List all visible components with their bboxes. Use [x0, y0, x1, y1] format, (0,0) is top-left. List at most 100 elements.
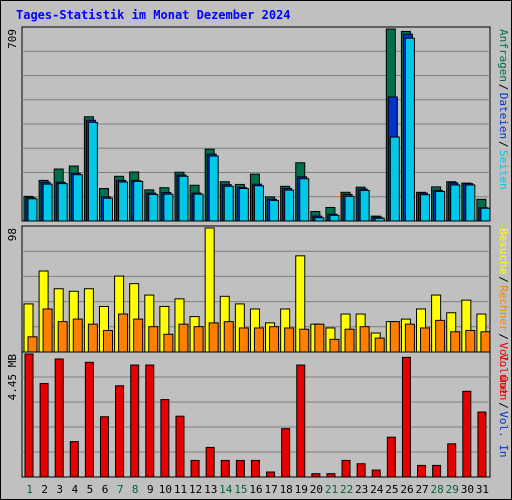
x-axis-day-label: 4 — [72, 483, 79, 496]
top-legend-separator: / — [497, 84, 510, 91]
top-bar-seiten-day-23 — [359, 189, 370, 222]
x-axis-day-label: 27 — [415, 483, 428, 496]
bottom-bar-volumen-day-4 — [69, 441, 79, 478]
bottom-bar-volumen-day-24 — [371, 469, 381, 478]
bottom-bar-volumen-day-30 — [462, 390, 472, 478]
x-axis-day-label: 5 — [87, 483, 94, 496]
middle-bar-rechner-day-13 — [208, 322, 219, 353]
bottom-bar-volumen-day-1 — [24, 353, 34, 478]
middle-bar-rechner-day-12 — [193, 326, 204, 353]
top-bar-seiten-day-1 — [27, 198, 38, 222]
bottom-bar-volumen-day-26 — [401, 356, 411, 478]
middle-bar-rechner-day-16 — [253, 327, 264, 353]
top-bar-seiten-day-7 — [118, 181, 129, 222]
x-axis-day-label: 21 — [325, 483, 338, 496]
x-axis-day-label: 19 — [295, 483, 308, 496]
x-axis-day-label: 28 — [431, 483, 444, 496]
bottom-bar-volumen-day-23 — [356, 463, 366, 478]
bottom-bar-volumen-day-10 — [160, 399, 170, 478]
top-bar-seiten-day-22 — [344, 195, 355, 222]
x-axis-day-label: 31 — [476, 483, 489, 496]
x-axis-day-label: 7 — [117, 483, 124, 496]
x-axis-day-label: 24 — [370, 483, 384, 496]
bottom-bar-volumen-day-15 — [235, 459, 245, 478]
bottom-bar-volumen-day-3 — [54, 358, 64, 478]
top-bar-seiten-day-2 — [42, 183, 53, 222]
top-legend-seiten: Seiten — [497, 150, 510, 190]
middle-bar-rechner-day-27 — [420, 327, 431, 353]
bottom-bar-volumen-day-5 — [84, 361, 94, 478]
bottom-bar-volumen-day-17 — [266, 471, 276, 478]
middle-bar-rechner-day-8 — [133, 318, 144, 353]
top-bar-seiten-day-29 — [450, 184, 461, 222]
middle-bar-rechner-day-5 — [87, 323, 98, 353]
middle-bar-rechner-day-26 — [404, 323, 415, 353]
x-axis-day-label: 30 — [461, 483, 474, 496]
x-axis-day-label: 18 — [280, 483, 293, 496]
middle-bar-rechner-day-17 — [269, 326, 280, 353]
middle-legend-separator: / — [497, 276, 510, 283]
top-bar-seiten-day-4 — [72, 174, 83, 222]
middle-bar-rechner-day-1 — [27, 336, 38, 353]
top-bar-seiten-day-19 — [299, 178, 310, 222]
x-axis-day-label: 11 — [174, 483, 187, 496]
top-bar-seiten-day-20 — [314, 217, 325, 222]
middle-legend-separator: / — [497, 333, 510, 340]
top-bar-seiten-day-6 — [102, 197, 113, 222]
x-axis-day-label: 10 — [159, 483, 172, 496]
x-axis-day-label: 22 — [340, 483, 353, 496]
middle-bar-rechner-day-15 — [238, 327, 249, 353]
middle-bar-rechner-day-22 — [344, 328, 355, 353]
bottom-bar-volumen-day-7 — [115, 385, 125, 478]
bottom-legend-volumen: Volumen — [497, 354, 510, 400]
x-axis-day-label: 3 — [56, 483, 63, 496]
x-axis-day-label: 17 — [264, 483, 277, 496]
top-bar-seiten-day-5 — [87, 121, 98, 222]
middle-bar-rechner-day-14 — [223, 321, 234, 353]
bottom-bar-volumen-day-27 — [417, 464, 427, 478]
top-bar-seiten-day-9 — [148, 193, 159, 222]
top-bar-seiten-day-31 — [480, 207, 491, 222]
middle-bar-rechner-day-6 — [102, 329, 113, 353]
bottom-bar-volumen-day-29 — [447, 443, 457, 478]
bottom-bar-volumen-day-8 — [130, 364, 140, 478]
bottom-legend-separator: / — [497, 402, 510, 409]
middle-bar-rechner-day-25 — [389, 321, 400, 353]
top-legend-separator: / — [497, 141, 510, 148]
top-bar-seiten-day-17 — [269, 199, 280, 222]
top-bar-seiten-day-15 — [238, 188, 249, 222]
top-bar-seiten-day-3 — [57, 183, 68, 222]
x-axis-day-label: 26 — [400, 483, 413, 496]
middle-bar-rechner-day-30 — [465, 329, 476, 353]
middle-y-max-label: 98 — [6, 228, 19, 241]
top-bar-seiten-day-24 — [374, 217, 385, 222]
middle-bar-rechner-day-19 — [299, 328, 310, 353]
top-y-max-label: 709 — [6, 29, 19, 49]
middle-bar-rechner-day-18 — [284, 327, 295, 353]
bottom-bar-volumen-day-28 — [432, 464, 442, 478]
top-legend-anfragen: Anfragen — [497, 29, 510, 82]
top-bar-seiten-day-18 — [284, 189, 295, 222]
top-bar-seiten-day-12 — [193, 193, 204, 222]
middle-bar-rechner-day-4 — [72, 318, 83, 353]
x-axis-day-label: 12 — [189, 483, 202, 496]
top-bar-seiten-day-26 — [404, 37, 415, 222]
middle-legend-rechner: Rechner — [497, 285, 510, 332]
x-axis-day-label: 16 — [249, 483, 262, 496]
bottom-bar-volumen-day-18 — [281, 428, 291, 478]
middle-bar-rechner-day-2 — [42, 308, 53, 353]
top-bar-seiten-day-16 — [253, 185, 264, 222]
bottom-bar-volumen-day-22 — [341, 459, 351, 478]
top-bar-seiten-day-27 — [420, 194, 431, 222]
bottom-bar-volumen-day-14 — [220, 459, 230, 478]
x-axis-day-label: 9 — [147, 483, 154, 496]
middle-legend-vol-out: Vol. Out — [497, 342, 510, 395]
top-bar-seiten-day-14 — [223, 185, 234, 222]
bottom-bar-volumen-day-25 — [386, 436, 396, 478]
x-axis-day-label: 29 — [446, 483, 459, 496]
bottom-bar-volumen-day-6 — [99, 416, 109, 478]
middle-bar-rechner-day-21 — [329, 338, 340, 353]
top-legend-dateien: Dateien — [497, 93, 510, 139]
chart-title: Tages-Statistik im Monat Dezember 2024 — [16, 8, 291, 22]
